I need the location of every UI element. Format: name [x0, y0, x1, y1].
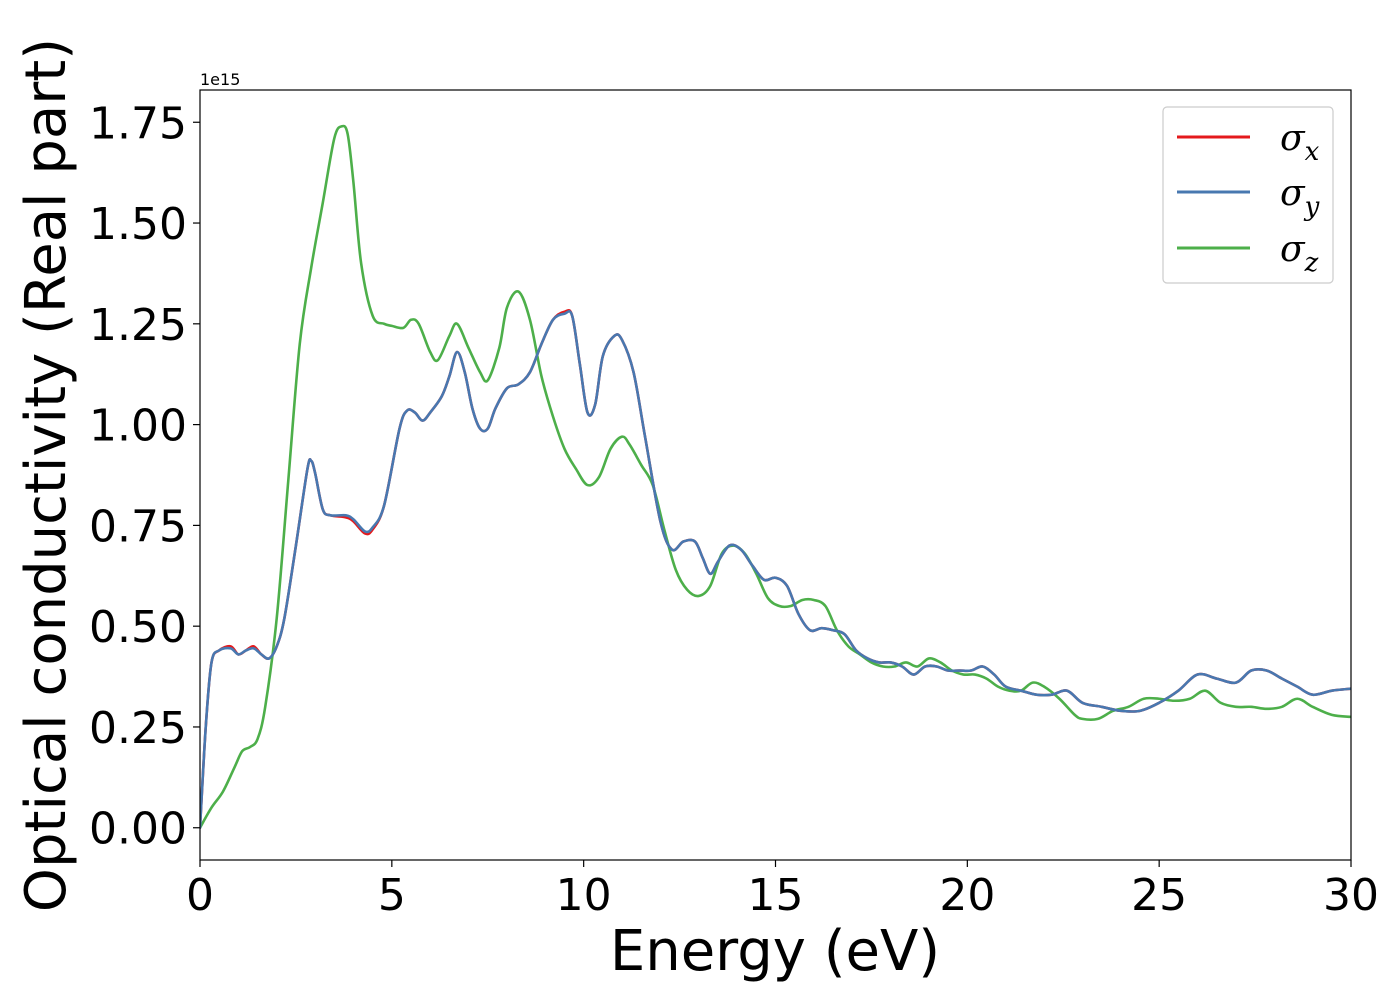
y-tick-label: 0.50: [89, 602, 187, 653]
legend-label: σy: [1280, 173, 1320, 222]
x-tick-label: 10: [556, 870, 612, 921]
y-offset-label: 1e15: [200, 70, 240, 89]
x-tick-label: 5: [378, 870, 406, 921]
x-ticks: 0 5 10 15 20 25 30: [186, 860, 1379, 921]
legend-box: [1162, 106, 1334, 284]
y-ticks: 0.00 0.25 0.50 0.75 1.00 1.25 1.50 1.75: [89, 98, 200, 855]
series-line-sigma-x: [200, 308, 1351, 830]
x-tick-label: 15: [748, 870, 804, 921]
legend: σx σy σz: [1162, 106, 1334, 284]
x-tick-label: 25: [1131, 870, 1187, 921]
x-tick-label: 20: [939, 870, 995, 921]
series-layer: [200, 124, 1351, 830]
y-tick-label: 0.75: [89, 501, 187, 552]
x-tick-label: 30: [1323, 870, 1379, 921]
y-tick-label: 1.50: [89, 199, 187, 250]
x-axis-title: Energy (eV): [610, 919, 940, 984]
y-tick-label: 0.25: [89, 703, 187, 754]
series-line-sigma-z: [200, 124, 1351, 830]
y-tick-label: 1.25: [89, 300, 187, 351]
y-tick-label: 1.75: [89, 98, 187, 149]
legend-label: σx: [1280, 118, 1320, 167]
y-tick-label: 1.00: [89, 401, 187, 452]
x-tick-label: 0: [186, 870, 214, 921]
y-tick-label: 0.00: [89, 804, 187, 855]
legend-label: σz: [1280, 229, 1319, 278]
legend-items: σx σy σz: [1177, 118, 1320, 278]
y-axis-title: Optical conductivity (Real part): [14, 38, 79, 912]
series-line-sigma-y: [200, 309, 1351, 830]
